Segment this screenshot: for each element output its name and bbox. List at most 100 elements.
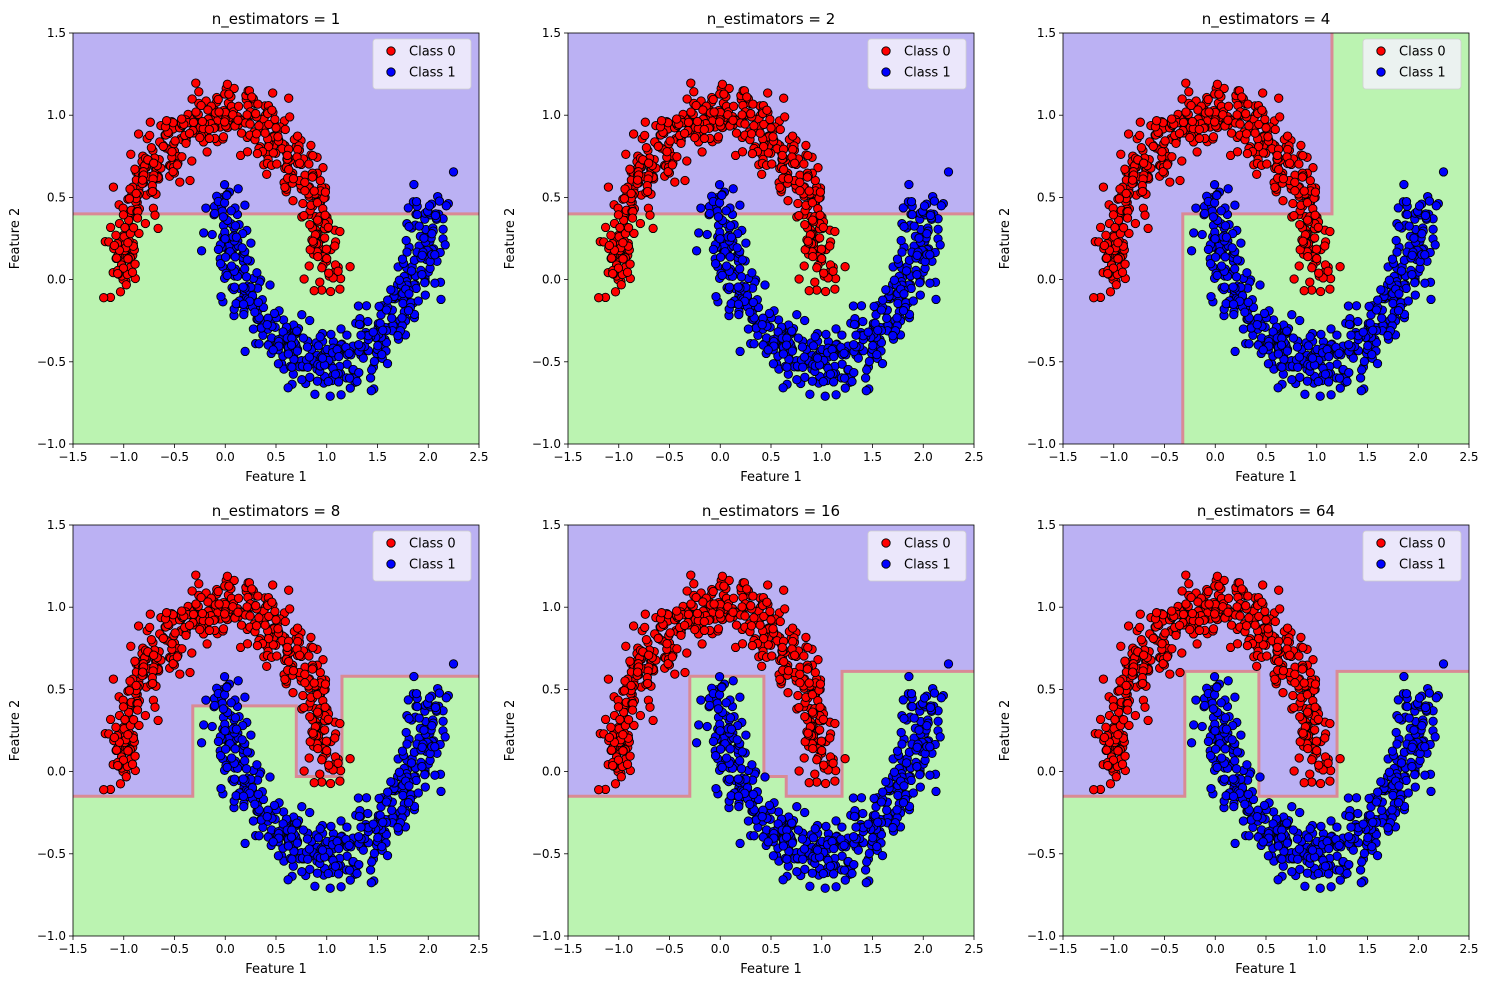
class-0-point xyxy=(321,244,332,254)
class-0-point xyxy=(709,107,719,117)
class-0-point xyxy=(804,286,814,296)
class-0-point xyxy=(616,772,626,782)
class-0-point xyxy=(768,132,778,142)
class-0-point xyxy=(1121,188,1131,199)
class-1-point xyxy=(1212,270,1222,281)
class-0-point xyxy=(815,187,826,197)
class-0-point xyxy=(731,128,742,138)
class-1-point xyxy=(1255,280,1265,290)
class-0-point xyxy=(1263,132,1273,142)
class-1-point xyxy=(1216,206,1226,216)
class-1-point xyxy=(367,365,377,375)
class-0-point xyxy=(280,124,290,135)
class-0-point xyxy=(124,686,135,696)
class-1-point xyxy=(1326,324,1336,334)
class-1-point xyxy=(1288,333,1298,343)
class-1-point xyxy=(369,356,380,367)
class-1-point xyxy=(419,233,429,243)
y-tick-label: −0.5 xyxy=(37,847,66,861)
class-0-point xyxy=(606,253,617,263)
class-0-point xyxy=(665,628,675,638)
class-1-point xyxy=(265,772,275,782)
scatter-points xyxy=(99,570,459,893)
class-0-point xyxy=(288,196,298,206)
x-tick-label: 1.5 xyxy=(368,450,387,464)
class-0-point xyxy=(656,116,667,126)
class-1-point xyxy=(936,693,946,703)
class-1-point xyxy=(1430,240,1440,250)
class-0-point xyxy=(1219,83,1229,94)
class-0-point xyxy=(320,725,330,735)
class-1-point xyxy=(805,389,815,399)
legend-marker-class-1 xyxy=(881,67,891,77)
y-tick-label: 0.5 xyxy=(542,190,561,204)
class-1-point xyxy=(354,319,365,330)
class-1-point xyxy=(292,818,302,828)
class-1-point xyxy=(305,864,315,874)
class-1-point xyxy=(1282,346,1292,356)
class-1-point xyxy=(283,841,294,851)
class-1-point xyxy=(287,362,297,372)
y-tick-label: 1.5 xyxy=(47,518,66,532)
class-1-point xyxy=(315,824,325,834)
class-1-point xyxy=(238,791,249,801)
class-0-point xyxy=(816,244,827,254)
class-0-point xyxy=(158,141,168,152)
class-1-point xyxy=(201,695,211,705)
class-0-point xyxy=(149,158,159,168)
class-0-point xyxy=(613,263,624,273)
class-0-point xyxy=(262,661,272,671)
class-0-point xyxy=(213,586,223,597)
class-0-point xyxy=(1282,131,1293,141)
class-1-point xyxy=(868,341,878,351)
class-1-point xyxy=(434,688,445,698)
class-0-point xyxy=(815,210,825,220)
class-0-point xyxy=(118,702,129,712)
x-tick-label: 2.5 xyxy=(1459,450,1478,464)
class-0-point xyxy=(1192,147,1202,157)
scatter-points xyxy=(594,78,954,401)
class-1-point xyxy=(334,843,344,854)
legend-box xyxy=(1362,38,1462,90)
class-1-point xyxy=(829,351,839,362)
class-1-point xyxy=(1394,221,1404,232)
x-tick-label: −0.5 xyxy=(160,450,189,464)
class-1-point xyxy=(915,290,925,300)
class-0-point xyxy=(1186,100,1196,111)
class-0-point xyxy=(118,263,129,273)
class-1-point xyxy=(366,386,376,396)
class-1-point xyxy=(219,672,230,682)
class-0-point xyxy=(689,87,699,97)
class-0-point xyxy=(1120,164,1130,174)
class-0-point xyxy=(828,266,838,276)
class-0-point xyxy=(820,286,831,297)
class-1-point xyxy=(831,816,841,826)
class-1-point xyxy=(207,229,217,240)
class-0-point xyxy=(1288,198,1298,209)
class-1-point xyxy=(724,282,735,292)
class-0-point xyxy=(307,172,318,182)
class-1-point xyxy=(808,341,819,351)
class-1-point xyxy=(901,266,912,276)
class-1-point xyxy=(1391,235,1401,246)
class-1-point xyxy=(233,184,243,194)
class-0-point xyxy=(640,117,650,127)
class-0-point xyxy=(1315,286,1326,297)
class-0-point xyxy=(204,625,215,636)
class-1-point xyxy=(915,782,925,792)
class-1-point xyxy=(397,313,407,323)
class-0-point xyxy=(689,579,699,589)
class-0-point xyxy=(1175,175,1185,186)
class-0-point xyxy=(202,147,212,157)
class-1-point xyxy=(354,367,364,378)
class-1-point xyxy=(702,721,712,732)
class-0-point xyxy=(335,226,345,237)
class-0-point xyxy=(251,109,261,119)
class-0-point xyxy=(145,117,155,127)
class-1-point xyxy=(333,377,344,387)
class-1-point xyxy=(401,727,411,738)
class-0-point xyxy=(99,293,109,303)
class-0-point xyxy=(1177,156,1187,166)
class-0-point xyxy=(1310,233,1320,243)
class-0-point xyxy=(697,147,707,157)
